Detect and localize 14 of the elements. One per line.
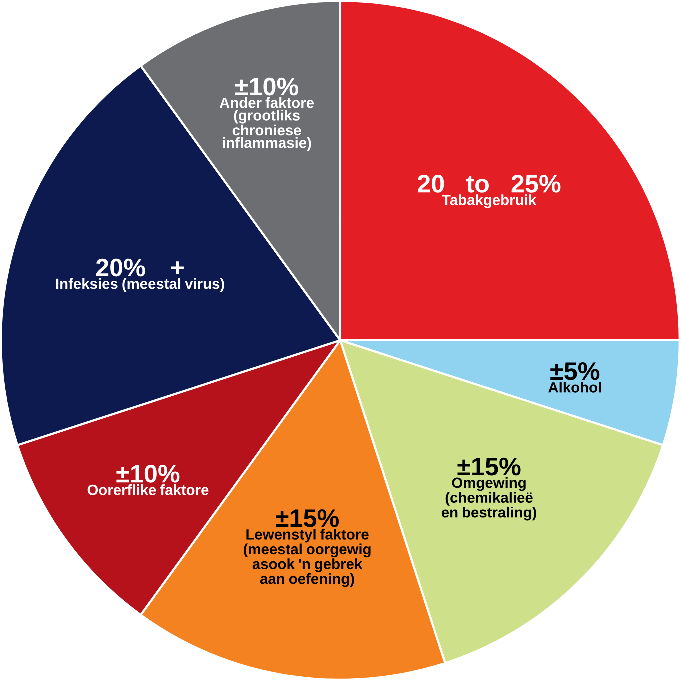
slice-label: Infeksies (meestal virus) — [56, 278, 224, 292]
data-label: ±15% — [276, 510, 340, 528]
data-label: ±15% — [458, 458, 521, 476]
data-label: ±10% — [236, 78, 299, 96]
data-label: 20 to 25% — [418, 175, 561, 193]
slice-label: Tabakgebruik — [442, 194, 537, 208]
slice-label: Lewenstyl faktore (meestal oorgewig asook 'n gebrek aan oefening) — [244, 529, 371, 588]
slice-label: Ander faktore (grootliks chroniese inflammasie) — [220, 97, 314, 152]
data-label: 20% + — [96, 258, 184, 277]
slice-label: Omgewing (chemikalieë en bestraling) — [442, 477, 536, 521]
data-label: ±10% — [116, 465, 180, 483]
slice-label: Oorerflike faktore — [88, 484, 209, 496]
data-label: ±5% — [550, 362, 600, 380]
slice-label: Alkohol — [548, 382, 602, 393]
